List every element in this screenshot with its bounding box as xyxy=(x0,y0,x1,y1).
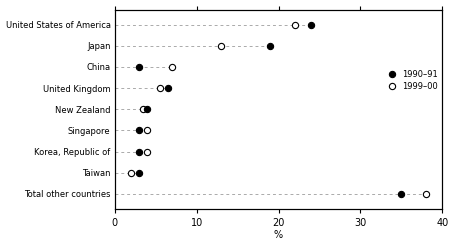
Legend: 1990–91, 1999–00: 1990–91, 1999–00 xyxy=(383,70,438,91)
X-axis label: %: % xyxy=(274,231,283,240)
